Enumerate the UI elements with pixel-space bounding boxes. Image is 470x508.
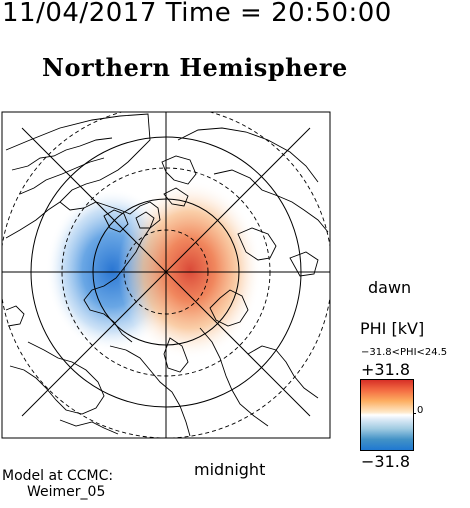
midnight-label: midnight: [194, 460, 266, 479]
dawn-label: dawn: [368, 278, 412, 297]
colorbar-zero-tick: [413, 413, 416, 414]
map-title: Northern Hemisphere: [42, 53, 348, 82]
polar-map: [1, 111, 331, 439]
map-frame: [1, 111, 331, 439]
legend-range: −31.8<PHI<24.5: [361, 347, 448, 358]
model-credit: Model at CCMC:: [2, 468, 114, 484]
timestamp: 11/04/2017 Time = 20:50:00: [2, 0, 392, 28]
colorbar-zero-label: 0: [417, 405, 424, 416]
legend-title: PHI [kV]: [360, 319, 425, 338]
colorbar-min-label: −31.8: [361, 452, 411, 471]
positive-cell: [118, 180, 262, 360]
meridian-lines: [2, 112, 330, 438]
colorbar: [360, 379, 414, 451]
colorbar-max-label: +31.8: [361, 360, 411, 379]
model-name: Weimer_05: [27, 484, 106, 500]
